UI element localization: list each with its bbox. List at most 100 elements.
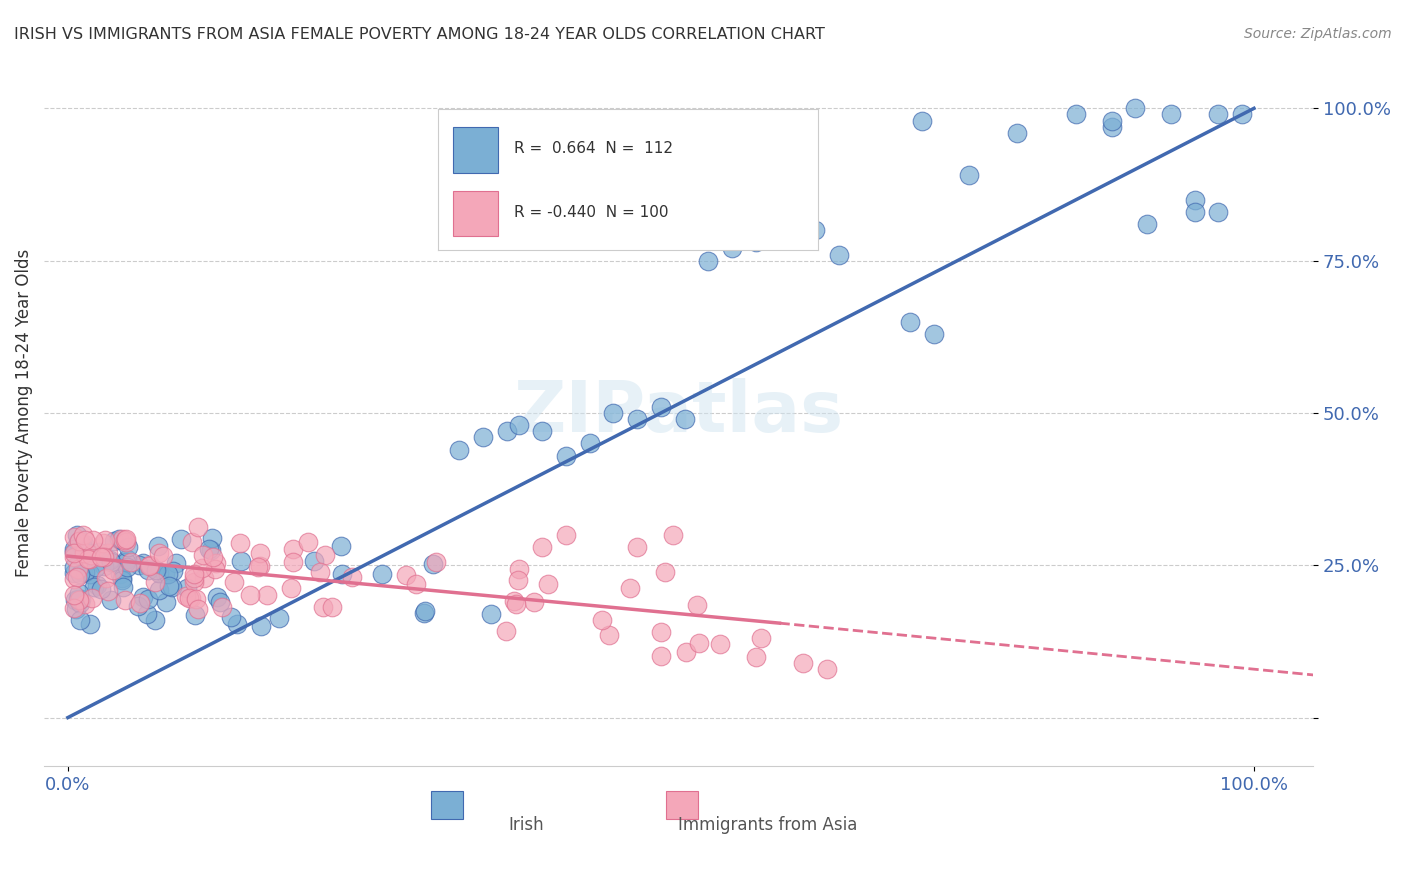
Point [267, 610, 290, 624]
Point [127, 599, 149, 613]
Point [67, 585, 90, 599]
Point [101, 563, 124, 577]
Point [155, 595, 177, 609]
Point [957, 169, 980, 183]
Point [67, 562, 90, 576]
Point [654, 565, 676, 579]
Point [222, 574, 245, 589]
Point [187, 601, 209, 615]
Point [1230, 107, 1253, 121]
Point [72, 528, 94, 542]
Point [205, 556, 228, 570]
Point [537, 577, 560, 591]
Point [93, 558, 115, 573]
Point [69, 597, 91, 611]
Text: ZIPatlas: ZIPatlas [513, 378, 844, 448]
Point [183, 566, 205, 581]
Point [152, 549, 174, 563]
Point [211, 600, 233, 615]
Point [145, 613, 167, 627]
Point [69, 534, 91, 549]
Point [111, 580, 134, 594]
Point [297, 535, 319, 549]
Point [82, 591, 104, 605]
Point [626, 412, 648, 426]
Point [73, 537, 96, 551]
Point [495, 424, 517, 438]
Point [153, 566, 176, 581]
Point [186, 591, 208, 606]
Point [90, 549, 112, 564]
Point [281, 541, 304, 556]
Point [815, 662, 838, 676]
Point [180, 534, 202, 549]
Point [449, 442, 471, 457]
Point [531, 424, 554, 438]
Point [314, 548, 336, 562]
Point [183, 575, 205, 590]
Point [650, 649, 672, 664]
Point [250, 619, 273, 633]
Point [115, 532, 138, 546]
Point [96, 571, 118, 585]
Point [170, 532, 193, 546]
Point [90, 582, 112, 596]
Point [184, 607, 207, 622]
Point [65, 602, 87, 616]
Point [804, 223, 827, 237]
Point [304, 554, 326, 568]
Point [70, 591, 93, 606]
Point [67, 591, 90, 606]
Point [201, 531, 224, 545]
Point [115, 552, 138, 566]
Point [688, 636, 710, 650]
Bar [666, 791, 697, 820]
Point [685, 598, 707, 612]
Y-axis label: Female Poverty Among 18-24 Year Olds: Female Poverty Among 18-24 Year Olds [15, 249, 32, 577]
Point [721, 242, 744, 256]
Point [145, 563, 167, 577]
Point [117, 559, 139, 574]
Point [505, 597, 527, 611]
Point [73, 565, 96, 579]
Point [1208, 107, 1230, 121]
Point [578, 436, 600, 450]
Point [422, 558, 444, 572]
Text: Immigrants from Asia: Immigrants from Asia [678, 816, 858, 834]
Point [591, 613, 613, 627]
Point [309, 565, 332, 579]
Point [650, 625, 672, 640]
Point [619, 581, 641, 595]
Point [138, 558, 160, 573]
Point [479, 607, 502, 621]
Point [204, 562, 226, 576]
Point [340, 570, 363, 584]
Point [73, 597, 96, 611]
Point [117, 540, 139, 554]
Point [83, 580, 105, 594]
Point [198, 541, 221, 556]
Point [143, 575, 166, 590]
Point [111, 574, 134, 588]
Point [129, 596, 152, 610]
Point [602, 406, 624, 420]
Point [148, 582, 170, 597]
Point [86, 578, 108, 592]
Point [67, 592, 90, 607]
Point [650, 400, 672, 414]
Point [114, 555, 136, 569]
Point [62, 541, 84, 556]
Point [281, 556, 304, 570]
Point [97, 546, 120, 560]
Point [94, 533, 117, 547]
Point [62, 560, 84, 574]
Text: IRISH VS IMMIGRANTS FROM ASIA FEMALE POVERTY AMONG 18-24 YEAR OLDS CORRELATION C: IRISH VS IMMIGRANTS FROM ASIA FEMALE POV… [14, 27, 825, 42]
Point [226, 617, 249, 632]
Point [531, 540, 554, 554]
Point [157, 566, 180, 581]
Point [321, 599, 343, 614]
Point [69, 567, 91, 582]
Point [675, 645, 697, 659]
Point [828, 247, 851, 261]
Point [66, 569, 89, 583]
